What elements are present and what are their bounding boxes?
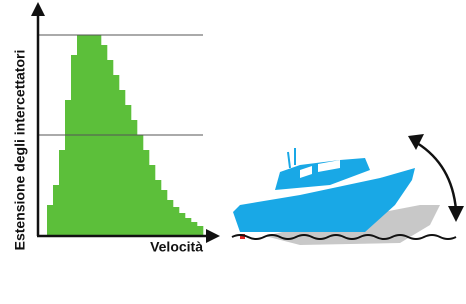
bar bbox=[137, 135, 143, 235]
pitch-arc bbox=[417, 143, 456, 210]
bar bbox=[161, 190, 167, 235]
bar bbox=[107, 60, 113, 235]
bar bbox=[191, 222, 197, 235]
chart: Estensione degli intercettatori Velocità bbox=[0, 0, 466, 304]
bar bbox=[53, 185, 59, 235]
bar bbox=[101, 45, 107, 235]
bar bbox=[167, 200, 173, 235]
bar bbox=[197, 226, 203, 235]
bar bbox=[173, 207, 179, 235]
bar bbox=[131, 120, 137, 235]
bar bbox=[143, 150, 149, 235]
pitch-arrow bbox=[448, 206, 464, 222]
bar bbox=[119, 90, 125, 235]
bar bbox=[65, 100, 71, 235]
bar bbox=[47, 205, 53, 235]
bar bbox=[113, 75, 119, 235]
bar bbox=[179, 213, 185, 235]
x-arrow bbox=[206, 229, 220, 243]
boat-illustration bbox=[232, 134, 464, 245]
y-arrow bbox=[31, 2, 45, 16]
bar bbox=[125, 105, 131, 235]
y-axis-label: Estensione degli intercettatori bbox=[12, 50, 28, 251]
bar bbox=[155, 180, 161, 235]
bar bbox=[71, 55, 77, 235]
bar bbox=[149, 165, 155, 235]
bar bbox=[59, 150, 65, 235]
x-axis-label: Velocità bbox=[150, 239, 203, 255]
plot bbox=[38, 35, 203, 235]
boat-mast bbox=[288, 152, 290, 168]
bar bbox=[185, 218, 191, 235]
